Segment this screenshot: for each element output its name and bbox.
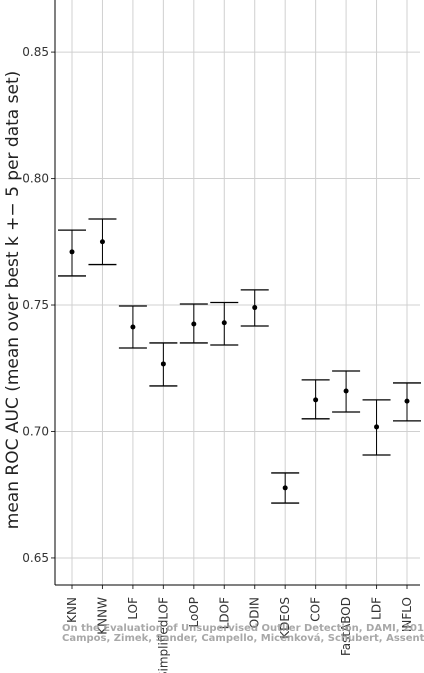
y-tick-label: 0.85 <box>22 45 49 59</box>
mean-point <box>343 388 349 394</box>
mean-point <box>191 321 197 327</box>
mean-point <box>313 397 319 403</box>
mean-point <box>130 324 136 330</box>
mean-point <box>69 249 75 255</box>
x-tick-label: LOF <box>126 597 140 620</box>
x-tick-label: ODIN <box>248 597 262 628</box>
mean-point <box>160 361 166 367</box>
x-tick-label: LDOF <box>217 597 231 629</box>
mean-point <box>252 305 258 311</box>
x-tick-label: KDEOS <box>278 597 292 639</box>
mean-point <box>374 424 380 430</box>
y-tick-label: 0.70 <box>22 424 49 438</box>
y-axis-label: mean ROC AUC (mean over best k +− 5 per … <box>3 71 23 529</box>
x-tick-label: LoOP <box>187 597 201 628</box>
x-tick-label: INFLO <box>400 597 414 632</box>
watermark: Campos, Zimek, Sander, Campello, Micenko… <box>62 632 424 644</box>
mean-point <box>404 398 410 404</box>
mean-point <box>99 239 105 245</box>
mean-point <box>221 320 227 326</box>
x-tick-label: COF <box>309 597 323 622</box>
x-tick-label: LDF <box>370 597 384 620</box>
y-tick-label: 0.75 <box>22 298 49 312</box>
y-tick-label: 0.80 <box>22 172 49 186</box>
mean-point <box>282 485 288 491</box>
watermark: On the Evaluation of Unsupervised Outlie… <box>62 623 424 634</box>
x-tick-label: KNN <box>65 597 79 623</box>
y-tick-label: 0.65 <box>22 551 49 565</box>
x-tick-label: SimplifiedLOF <box>156 597 170 673</box>
x-tick-label: FastABOD <box>339 597 353 656</box>
x-tick-label: KNNW <box>95 597 109 635</box>
